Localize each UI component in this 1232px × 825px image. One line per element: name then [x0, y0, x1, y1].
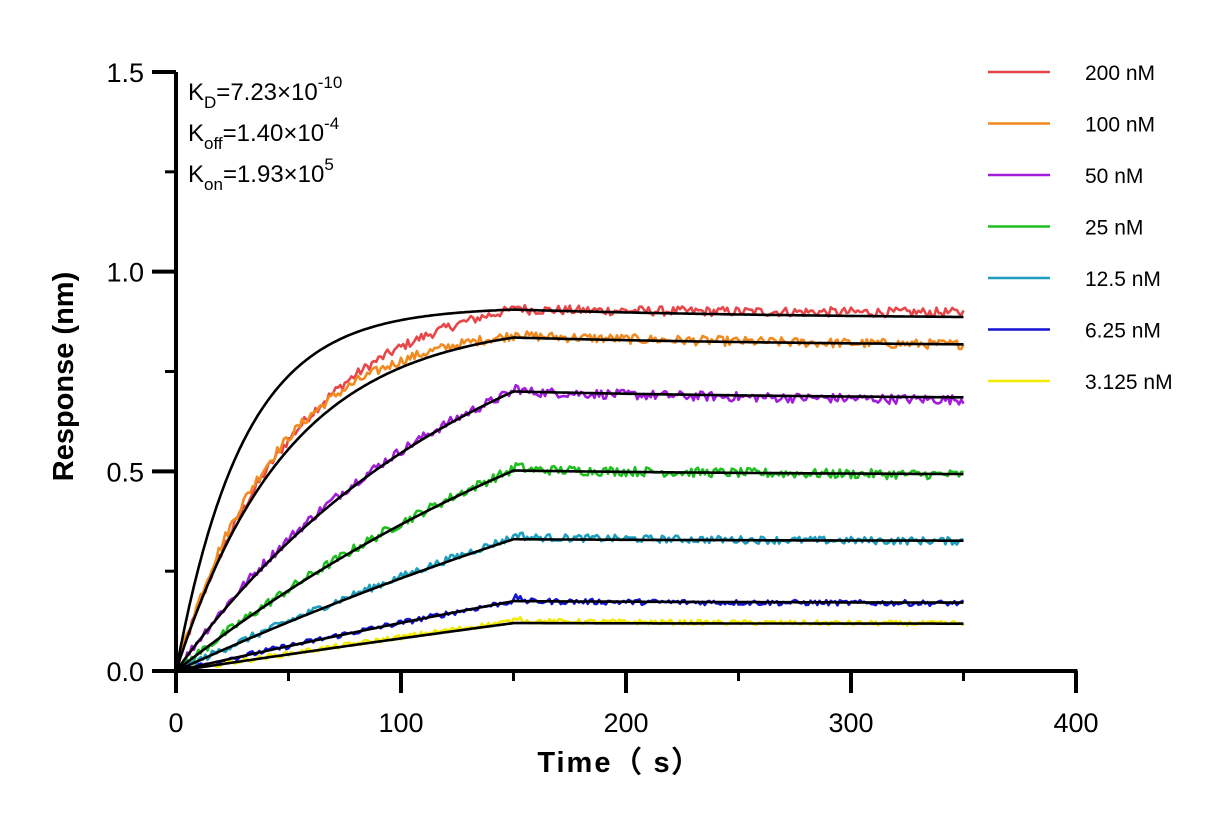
legend-label: 25 nM: [1085, 217, 1143, 240]
fit-line-100-nm: [174, 336, 964, 672]
kon-annotation: Kon=1.93×105: [188, 155, 334, 194]
data-layer: [174, 303, 965, 673]
fit-line-12.5-nm: [175, 537, 964, 673]
legend-label: 200 nM: [1085, 62, 1155, 85]
x-tick-label: 0: [168, 708, 183, 738]
koff-annotation: Koff=1.40×10-4: [188, 114, 339, 153]
legend-item: 100 nM: [988, 114, 1155, 137]
legend-item: 3.125 nM: [988, 371, 1173, 394]
legend-item: 25 nM: [988, 217, 1143, 240]
y-tick-label: 0.0: [106, 657, 144, 687]
fit-line-25-nm: [175, 469, 964, 673]
x-axis-title: Time（ s）: [537, 746, 702, 779]
fit-line-6.25-nm: [175, 599, 964, 673]
x-tick-label: 300: [828, 708, 873, 738]
legend-label: 6.25 nM: [1085, 320, 1161, 343]
fit-layer: [174, 308, 964, 673]
legend-label: 50 nM: [1085, 165, 1143, 188]
axes: 0 100 200 300 400 0.0 0.5 1.0 1.5 Time（ s） Respons…: [48, 58, 1099, 779]
legend-label: 3.125 nM: [1085, 371, 1173, 394]
y-tick-label: 1.0: [106, 258, 144, 288]
legend-item: 200 nM: [988, 62, 1155, 85]
legend-label: 12.5 nM: [1085, 268, 1161, 291]
x-tick-label: 100: [378, 708, 423, 738]
fit-line-3.125-nm: [175, 621, 964, 673]
x-tick-label: 200: [603, 708, 648, 738]
legend-label: 100 nM: [1085, 114, 1155, 137]
y-axis-title: Response (nm): [48, 272, 80, 481]
fit-line-200-nm: [174, 308, 964, 672]
series-line-6.25-nm: [175, 593, 965, 673]
x-tick-label: 400: [1053, 708, 1098, 738]
series-line-200-nm: [174, 303, 965, 671]
legend-item: 50 nM: [988, 165, 1143, 188]
y-tick-label: 1.5: [106, 58, 144, 88]
fit-line-50-nm: [174, 390, 964, 672]
kd-annotation: KD=7.23×10-10: [188, 73, 342, 112]
series-line-25-nm: [176, 461, 964, 673]
y-tick-label: 0.5: [106, 457, 144, 487]
legend-item: 12.5 nM: [988, 268, 1161, 291]
legend-item: 6.25 nM: [988, 320, 1161, 343]
legend: 200 nM 100 nM 50 nM 25 nM 12.5 nM 6.25 nM 3.12…: [988, 62, 1173, 394]
